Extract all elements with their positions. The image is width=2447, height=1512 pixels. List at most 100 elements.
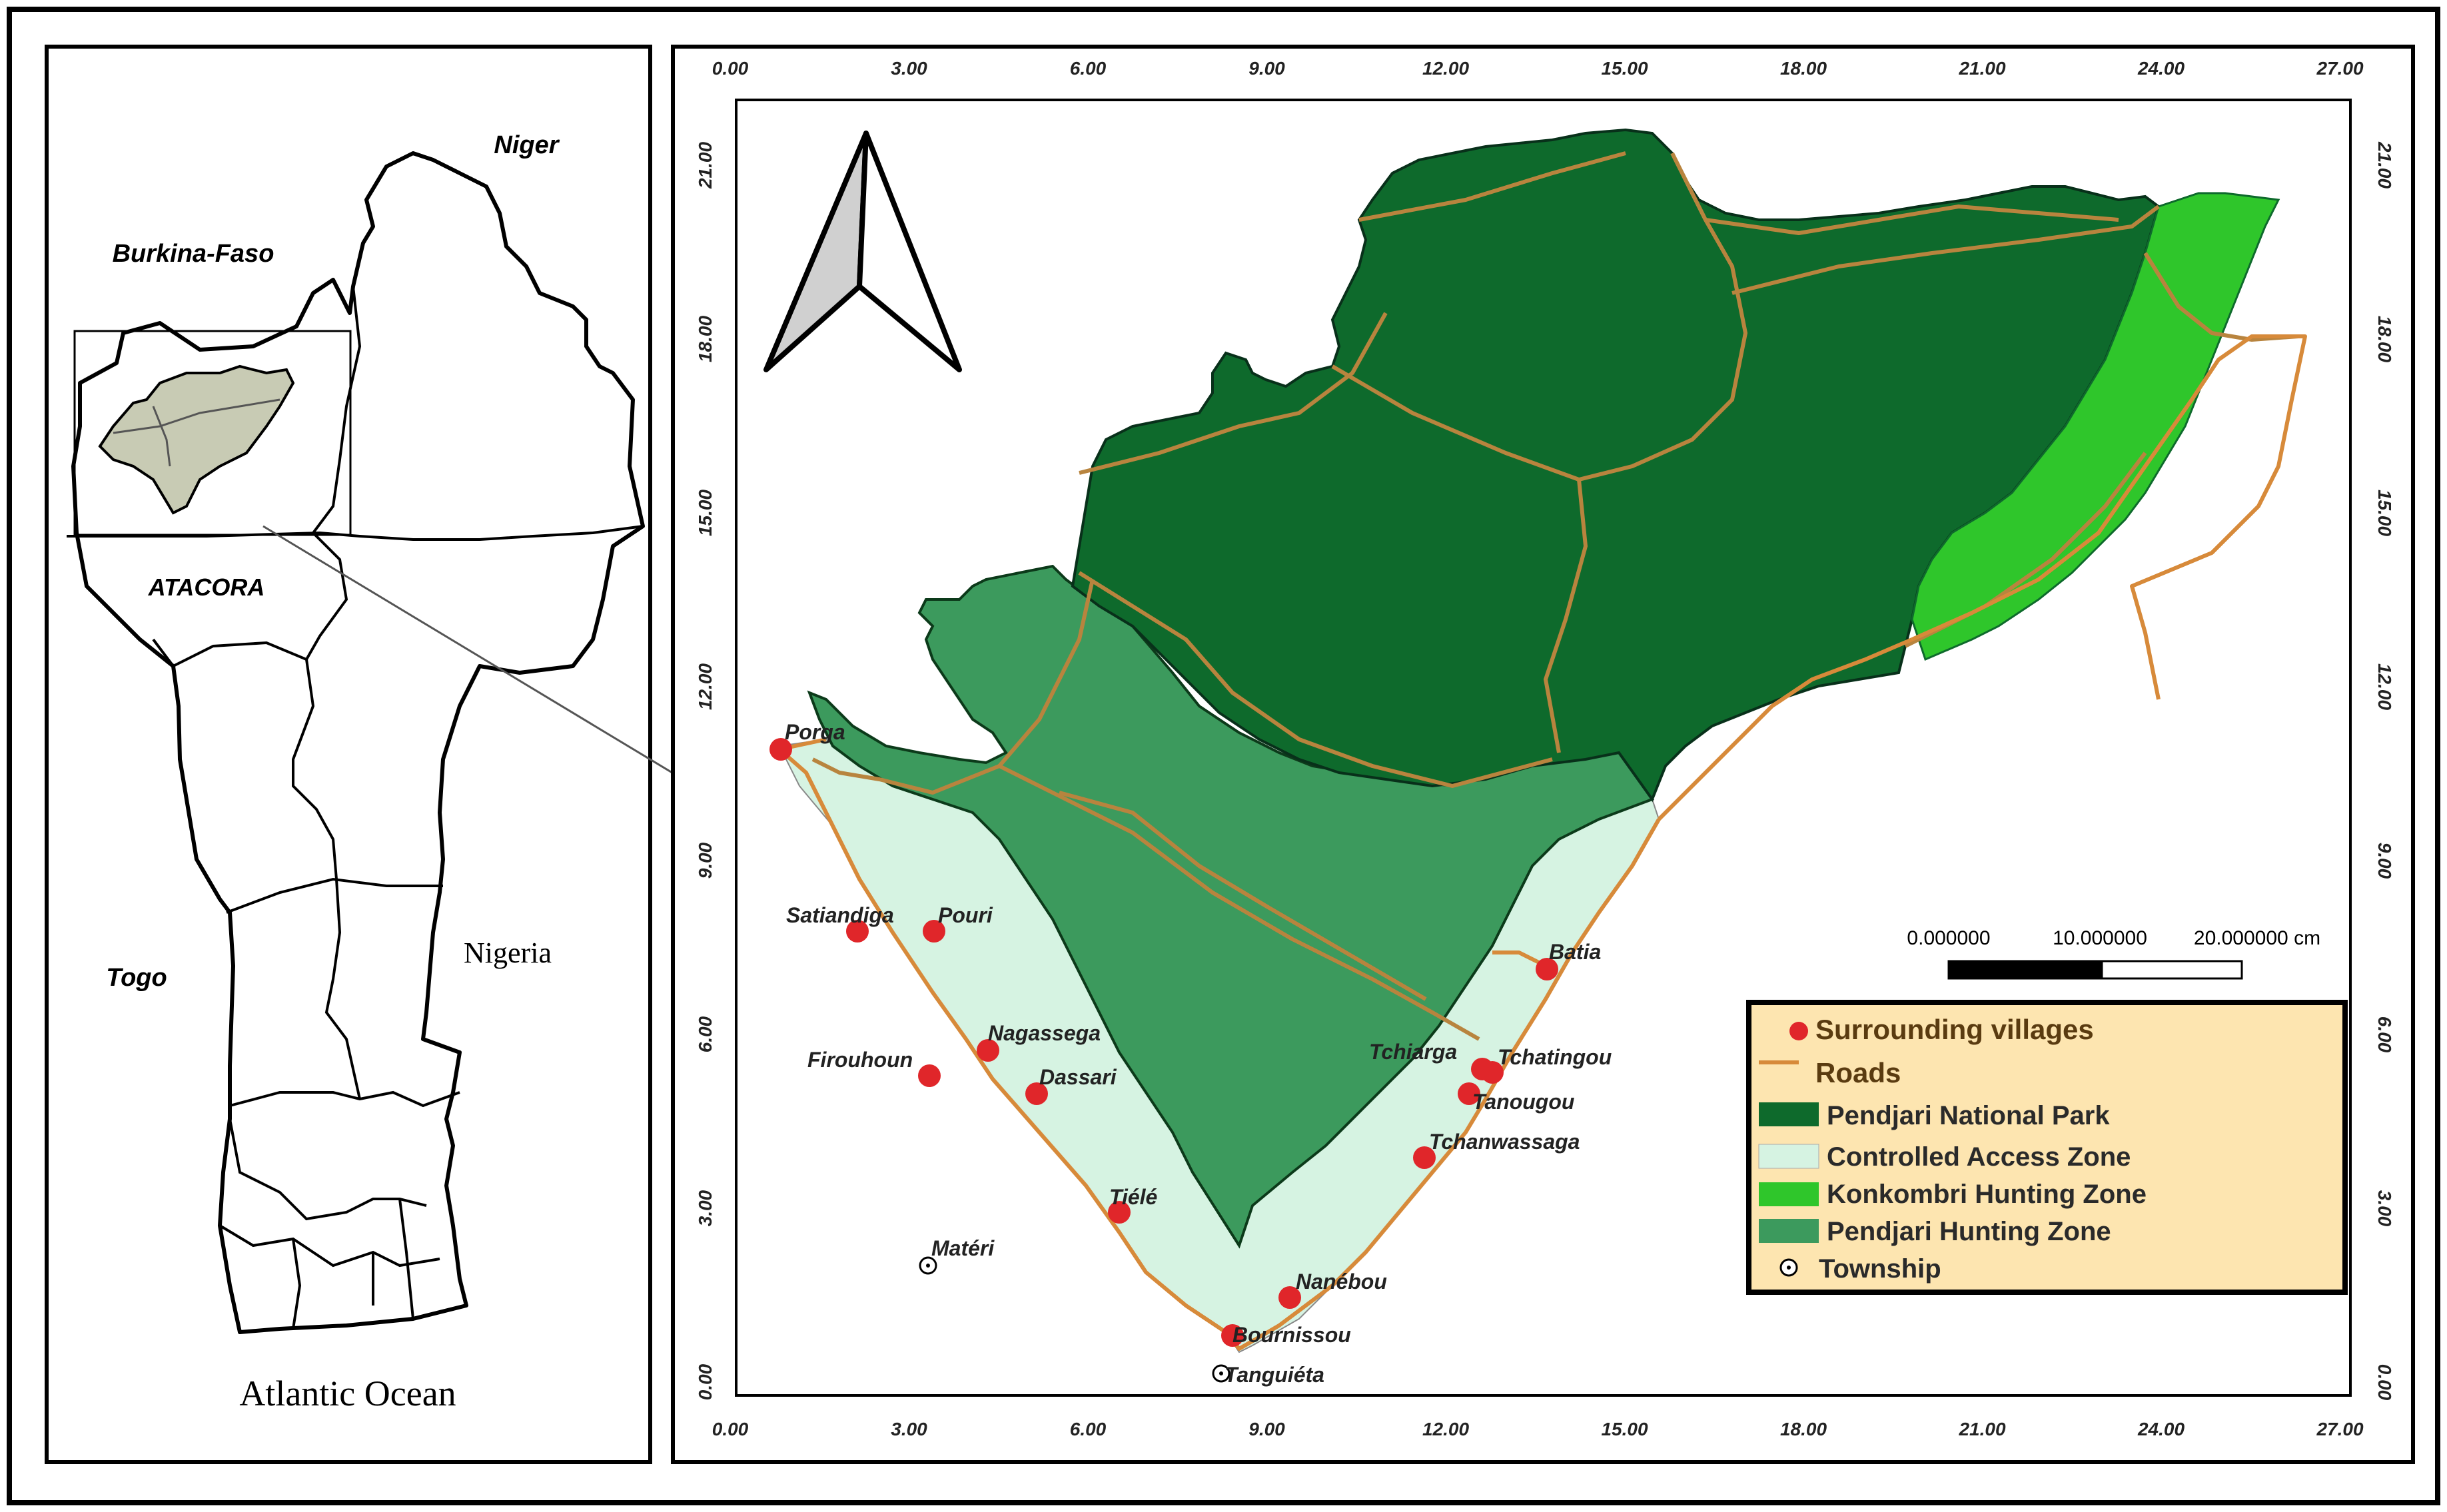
- village-label: Tiélé: [1109, 1185, 1157, 1209]
- y-tick-left: 12.00: [695, 663, 716, 710]
- x-tick-bottom: 18.00: [1780, 1419, 1827, 1439]
- legend-controlled: Controlled Access Zone: [1827, 1142, 2131, 1172]
- y-tick-left: 6.00: [695, 1016, 716, 1052]
- y-tick-left: 3.00: [695, 1190, 716, 1226]
- label-togo: Togo: [106, 964, 167, 992]
- x-tick-bottom: 24.00: [2137, 1419, 2185, 1439]
- pendjari-highlight: [98, 364, 295, 515]
- legend-park-swatch: [1759, 1102, 1819, 1126]
- legend-villages: Surrounding villages: [1815, 1014, 2094, 1045]
- village-marker: [1025, 1082, 1048, 1105]
- x-tick-top: 21.00: [1958, 58, 2005, 79]
- legend-park: Pendjari National Park: [1827, 1101, 2110, 1130]
- legend-konkombri: Konkombri Hunting Zone: [1827, 1180, 2147, 1209]
- village-label: Porga: [785, 720, 845, 744]
- legend-village-icon: [1789, 1022, 1808, 1040]
- x-tick-bottom: 6.00: [1070, 1419, 1107, 1439]
- legend-hunting-swatch: [1759, 1219, 1819, 1243]
- village-marker: [1471, 1058, 1494, 1080]
- village-marker: [977, 1039, 999, 1062]
- legend: Surrounding villages Roads Pendjari Nati…: [1746, 1000, 2348, 1295]
- label-atacora: ATACORA: [148, 573, 265, 601]
- x-tick-top: 12.00: [1422, 58, 1469, 79]
- zoom-box: [73, 330, 352, 536]
- x-tick-bottom: 21.00: [1958, 1419, 2005, 1439]
- x-tick-top: 9.00: [1248, 58, 1285, 79]
- township-marker-dot: [1219, 1371, 1223, 1375]
- village-marker: [1536, 958, 1558, 980]
- scale-bar: 0.000000 10.000000 20.000000 cm: [1907, 927, 2320, 980]
- x-tick-top: 3.00: [891, 58, 927, 79]
- north-arrow-icon: [763, 131, 962, 372]
- legend-roads: Roads: [1815, 1057, 1901, 1088]
- village-label: Tchiarga: [1369, 1040, 1457, 1064]
- department-borders: [67, 286, 644, 1329]
- legend-controlled-swatch: [1758, 1144, 1819, 1169]
- legend-hunting: Pendjari Hunting Zone: [1827, 1217, 2111, 1246]
- x-tick-top: 6.00: [1070, 58, 1107, 79]
- village-label: Bournissou: [1232, 1323, 1351, 1347]
- village-marker: [923, 920, 945, 943]
- village-label: Satiandiga: [786, 903, 894, 927]
- scale-label-2: 20.000000 cm: [2194, 927, 2320, 949]
- konkombri-hunting-zone: [1911, 192, 2280, 661]
- benin-inset: Niger Burkina-Faso ATACORA Togo Nigeria …: [45, 45, 781, 1464]
- x-tick-bottom: 12.00: [1422, 1419, 1469, 1439]
- village-label: Nagassega: [988, 1021, 1101, 1045]
- y-tick-right: 9.00: [2374, 843, 2395, 879]
- label-nigeria: Nigeria: [464, 937, 552, 969]
- village-marker: [918, 1064, 941, 1087]
- village-label: Firouhoun: [807, 1048, 913, 1072]
- village-label: Tanougou: [1472, 1090, 1574, 1114]
- village-marker: [1221, 1324, 1244, 1347]
- x-tick-top: 24.00: [2137, 58, 2185, 79]
- x-tick-bottom: 3.00: [891, 1419, 927, 1439]
- y-tick-left: 9.00: [695, 842, 716, 879]
- y-tick-left: 18.00: [695, 316, 716, 362]
- village-label: Dassari: [1039, 1065, 1117, 1089]
- y-tick-right: 18.00: [2374, 316, 2395, 362]
- park-tracks: [811, 151, 2299, 1041]
- pendjari-national-park: [1071, 128, 2161, 803]
- village-label: Pouri: [938, 903, 993, 927]
- y-tick-left: 21.00: [695, 142, 716, 189]
- axis-layer: 0.00 0.00 3.00 3.00 6.00 6.00 9.00 9.00 12.00 12.…: [695, 58, 2395, 1439]
- x-tick-top: 27.00: [2316, 58, 2363, 79]
- label-atlantic-ocean: Atlantic Ocean: [239, 1373, 456, 1413]
- village-marker: [1108, 1201, 1131, 1224]
- x-tick-top: 15.00: [1601, 58, 1648, 79]
- y-tick-right: 6.00: [2374, 1016, 2395, 1053]
- main-map: 0.000000 10.000000 20.000000 cm Surround…: [671, 45, 2415, 1464]
- village-layer: Porga Satiandiga Pouri Nagassega Firouhoun Da…: [769, 720, 1612, 1387]
- village-marker: [846, 920, 869, 943]
- x-tick-top: 18.00: [1780, 58, 1827, 79]
- township-marker-dot: [926, 1264, 930, 1268]
- x-tick-bottom: 0.00: [712, 1419, 749, 1439]
- y-tick-right: 3.00: [2374, 1190, 2395, 1227]
- scale-label-1: 10.000000: [2053, 927, 2147, 949]
- village-marker: [1413, 1146, 1436, 1169]
- village-label: Matéri: [931, 1236, 995, 1260]
- village-label: Tanguiéta: [1224, 1363, 1324, 1387]
- y-tick-left: 0.00: [695, 1363, 716, 1400]
- y-tick-right: 21.00: [2374, 141, 2395, 189]
- label-niger: Niger: [494, 131, 560, 159]
- label-burkina-faso: Burkina-Faso: [113, 240, 274, 268]
- village-label: Nanébou: [1296, 1270, 1387, 1294]
- x-tick-bottom: 15.00: [1601, 1419, 1648, 1439]
- x-tick-top: 0.00: [712, 58, 749, 79]
- scale-label-0: 0.000000: [1907, 927, 1990, 949]
- y-tick-right: 0.00: [2374, 1364, 2395, 1401]
- village-label: Tchanwassaga: [1429, 1130, 1580, 1154]
- village-marker: [1278, 1286, 1301, 1309]
- legend-konkombri-swatch: [1759, 1182, 1819, 1206]
- village-marker: [1458, 1082, 1480, 1105]
- x-tick-bottom: 9.00: [1248, 1419, 1285, 1439]
- figure-frame: [7, 7, 2440, 1505]
- village-label: Batia: [1549, 940, 1601, 964]
- village-label: Tchatingou: [1498, 1045, 1612, 1069]
- y-tick-right: 15.00: [2374, 490, 2395, 536]
- legend-township: Township: [1819, 1254, 1941, 1284]
- village-marker: [769, 738, 792, 761]
